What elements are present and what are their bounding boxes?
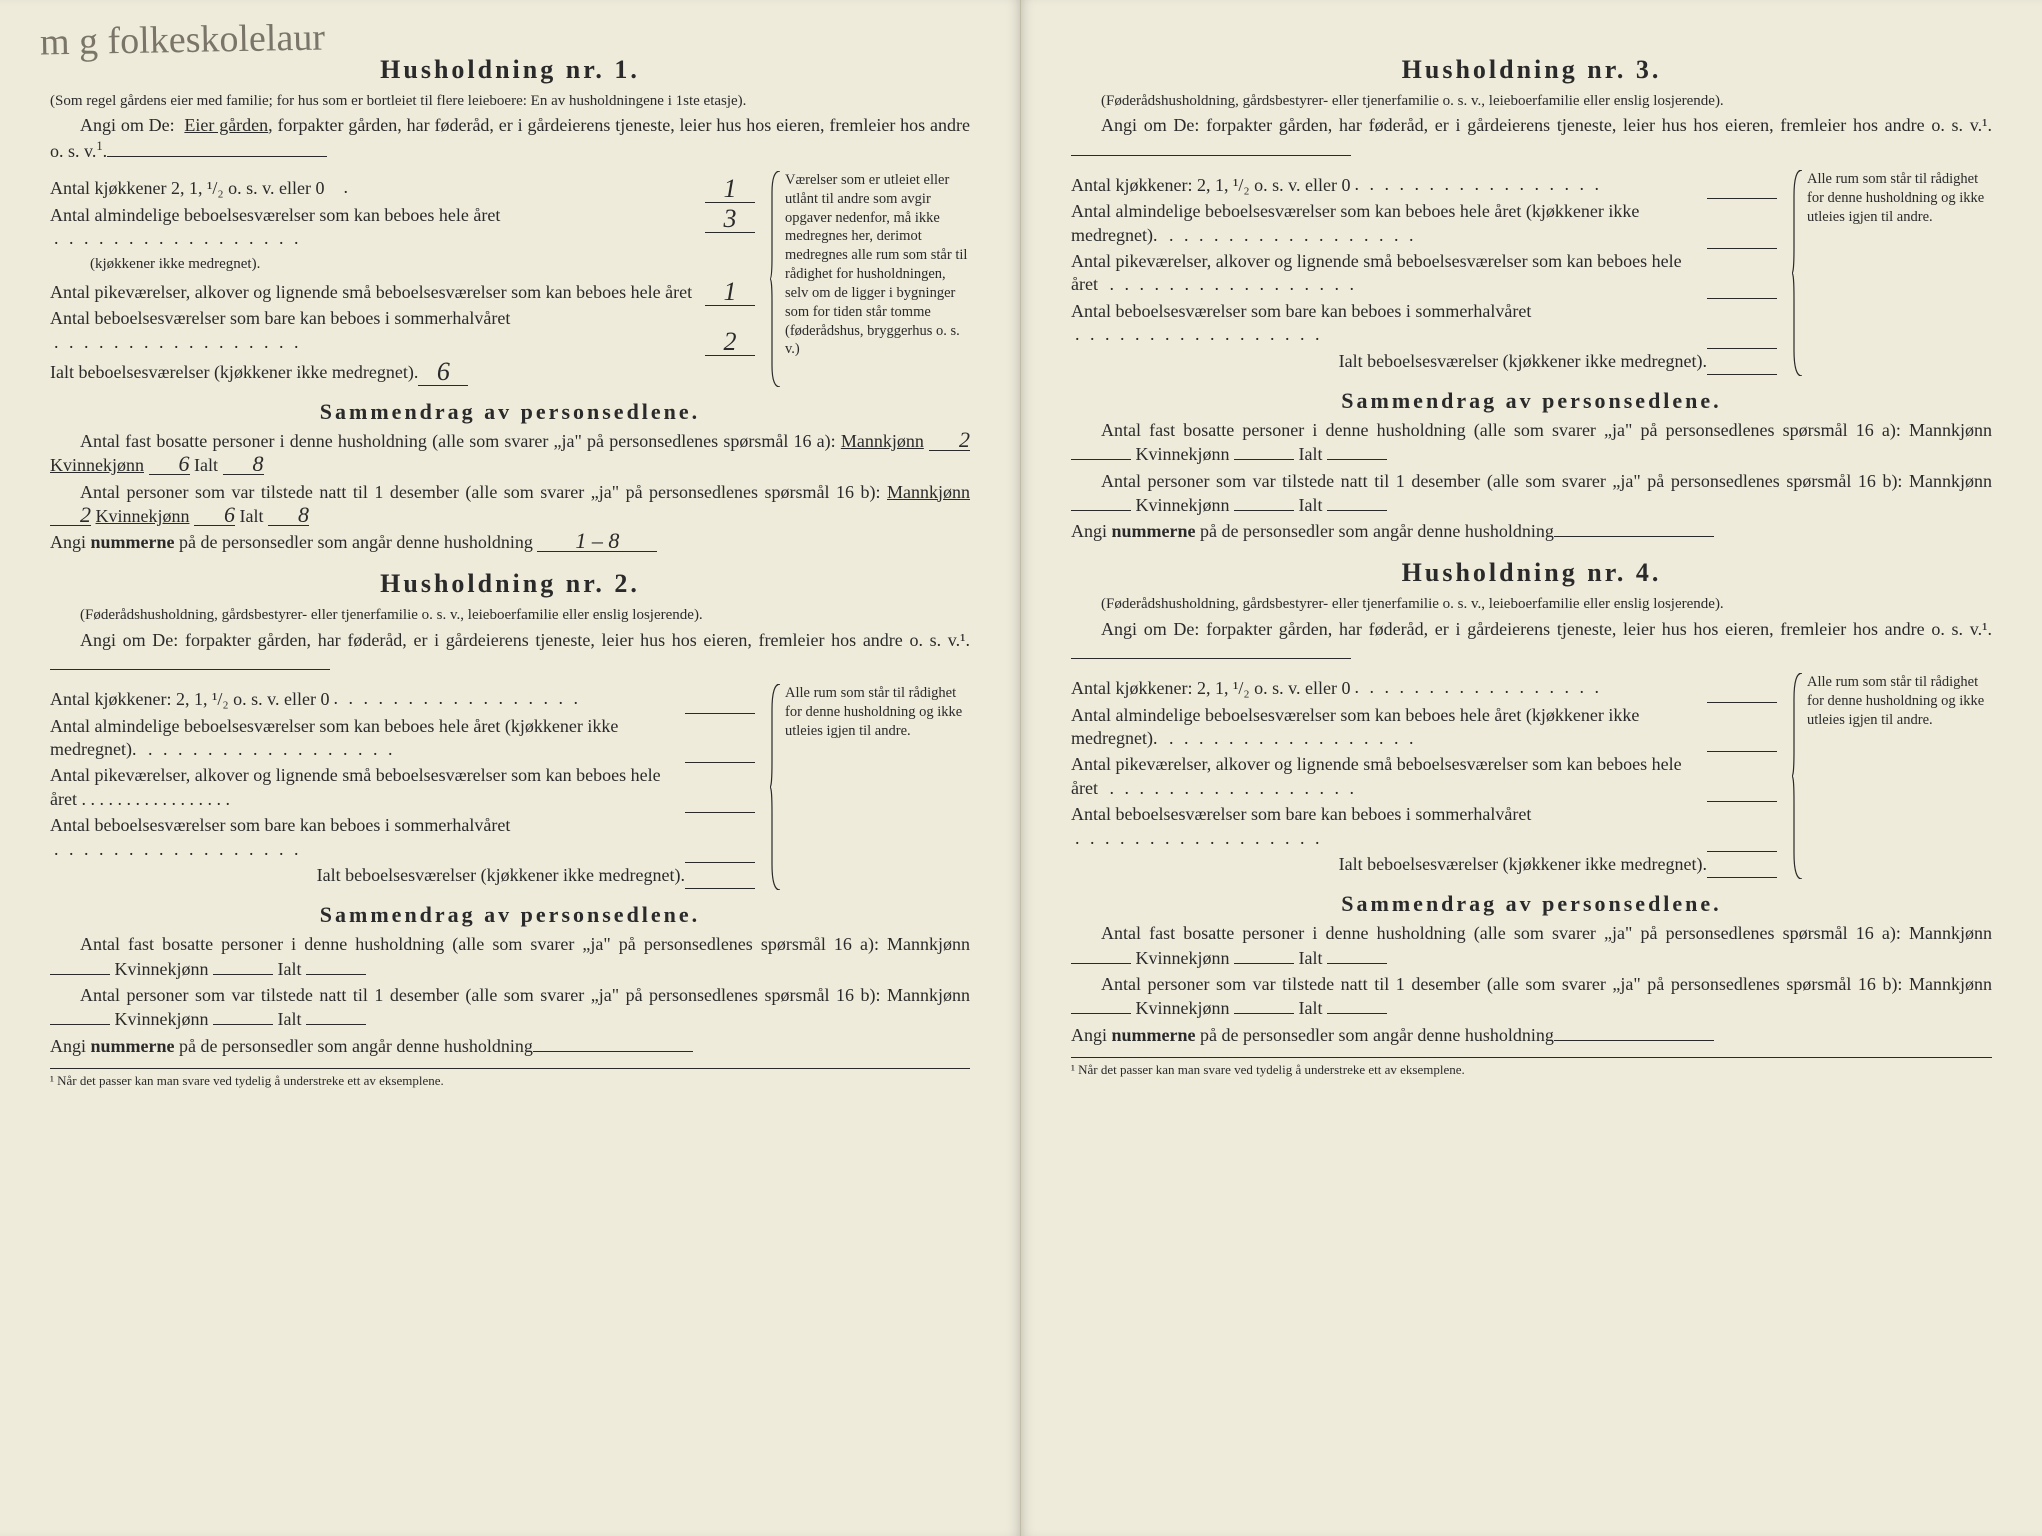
sammendrag-1-title: Sammendrag av personsedlene. bbox=[50, 399, 970, 425]
sammendrag-1-16b: Antal personer som var tilstede natt til… bbox=[50, 480, 970, 529]
field-kitchens-value: 1 bbox=[705, 176, 755, 203]
field-kitchens-3: Antal kjøkkener: 2, 1, ¹/₂ o. s. v. elle… bbox=[1071, 173, 1777, 197]
brace-icon bbox=[1792, 170, 1804, 376]
nummer-3: Angi nummerne på de personsedler som ang… bbox=[1071, 519, 1992, 543]
household-3-intro: (Føderådshusholdning, gårdsbestyrer- ell… bbox=[1071, 91, 1992, 111]
household-1-fields-block: Antal kjøkkener 2, 1, ¹/₂ o. s. v. eller… bbox=[50, 171, 970, 387]
sammendrag-3-title: Sammendrag av personsedlene. bbox=[1071, 388, 1992, 414]
field-sommer-value: 2 bbox=[705, 329, 755, 356]
field-ialt-label: Ialt beboelsesværelser (kjøkkener ikke m… bbox=[50, 361, 418, 384]
field-sommer-label: Antal beboelsesværelser som bare kan beb… bbox=[50, 308, 510, 328]
household-2-angi: Angi om De: forpakter gården, har føderå… bbox=[50, 628, 970, 677]
household-4-fields-block: Antal kjøkkener: 2, 1, ¹/₂ o. s. v. elle… bbox=[1071, 673, 1992, 879]
household-2-intro: (Føderådshusholdning, gårdsbestyrer- ell… bbox=[50, 605, 970, 625]
nummer-1: Angi nummerne på de personsedler som ang… bbox=[50, 530, 970, 554]
field-pike-label: Antal pikeværelser, alkover og lignende … bbox=[50, 281, 705, 304]
sammendrag-2-16b: Antal personer som var tilstede natt til… bbox=[50, 983, 970, 1032]
field-pike-2: Antal pikeværelser, alkover og lignende … bbox=[50, 764, 755, 811]
household-2-title: Husholdning nr. 2. bbox=[50, 569, 970, 599]
household-1-angi: Angi om De: Eier gården, forpakter gårde… bbox=[50, 113, 970, 163]
side-note-2: Alle rum som står til rådighet for denne… bbox=[770, 684, 970, 890]
household-2-fields-block: Antal kjøkkener: 2, 1, ¹/₂ o. s. v. elle… bbox=[50, 684, 970, 890]
sammendrag-4-16b: Antal personer som var tilstede natt til… bbox=[1071, 972, 1992, 1021]
nummer-2: Angi nummerne på de personsedler som ang… bbox=[50, 1034, 970, 1058]
sammendrag-4-16a: Antal fast bosatte personer i denne hush… bbox=[1071, 921, 1992, 970]
field-rooms-year-sublabel: (kjøkkener ikke medregnet). bbox=[90, 256, 260, 272]
field-sommer-4: Antal beboelsesværelser som bare kan beb… bbox=[1071, 803, 1777, 850]
field-kitchens: Antal kjøkkener 2, 1, ¹/₂ o. s. v. eller… bbox=[50, 174, 755, 201]
field-rooms-year: Antal almindelige beboelsesværelser som … bbox=[50, 204, 755, 274]
page-right: Husholdning nr. 3. (Føderådshusholdning,… bbox=[1021, 0, 2042, 1536]
document-spread: m g folkeskolelaur Husholdning nr. 1. (S… bbox=[0, 0, 2042, 1536]
field-rooms-year-label: Antal almindelige beboelsesværelser som … bbox=[50, 205, 500, 225]
field-rooms-year-value: 3 bbox=[705, 206, 755, 233]
household-4-angi: Angi om De: forpakter gården, har føderå… bbox=[1071, 617, 1992, 666]
sammendrag-2-title: Sammendrag av personsedlene. bbox=[50, 902, 970, 928]
field-rooms-year-4: Antal almindelige beboelsesværelser som … bbox=[1071, 704, 1777, 751]
side-note-1: Værelser som er utleiet eller utlånt til… bbox=[770, 171, 970, 387]
dots: . bbox=[324, 176, 705, 200]
household-3-title: Husholdning nr. 3. bbox=[1071, 55, 1992, 85]
dots: . . . . . . . . . . . . . . . . . bbox=[50, 228, 306, 249]
side-note-3: Alle rum som står til rådighet for denne… bbox=[1792, 170, 1992, 376]
field-pike: Antal pikeværelser, alkover og lignende … bbox=[50, 277, 755, 304]
sammendrag-3-16b: Antal personer som var tilstede natt til… bbox=[1071, 469, 1992, 518]
field-pike-4: Antal pikeværelser, alkover og lignende … bbox=[1071, 753, 1777, 800]
field-ialt-value: 6 bbox=[418, 359, 468, 386]
household-1-intro: (Som regel gårdens eier med familie; for… bbox=[50, 91, 970, 111]
side-note-4: Alle rum som står til rådighet for denne… bbox=[1792, 673, 1992, 879]
sammendrag-4-title: Sammendrag av personsedlene. bbox=[1071, 891, 1992, 917]
field-ialt: Ialt beboelsesværelser (kjøkkener ikke m… bbox=[50, 357, 755, 384]
household-3-fields-block: Antal kjøkkener: 2, 1, ¹/₂ o. s. v. elle… bbox=[1071, 170, 1992, 376]
field-kitchens-label: Antal kjøkkener 2, 1, ¹/₂ o. s. v. eller… bbox=[50, 177, 324, 200]
field-ialt-4: Ialt beboelsesværelser (kjøkkener ikke m… bbox=[1071, 853, 1777, 876]
nummer-4: Angi nummerne på de personsedler som ang… bbox=[1071, 1023, 1992, 1047]
household-4-title: Husholdning nr. 4. bbox=[1071, 558, 1992, 588]
brace-icon bbox=[1792, 673, 1804, 879]
sammendrag-3-16a: Antal fast bosatte personer i denne hush… bbox=[1071, 418, 1992, 467]
page-left: m g folkeskolelaur Husholdning nr. 1. (S… bbox=[0, 0, 1021, 1536]
handwritten-annotation: m g folkeskolelaur bbox=[40, 16, 326, 65]
field-ialt-2: Ialt beboelsesværelser (kjøkkener ikke m… bbox=[50, 864, 755, 887]
footnote-right: ¹ Når det passer kan man svare ved tydel… bbox=[1071, 1057, 1992, 1078]
field-pike-3: Antal pikeværelser, alkover og lignende … bbox=[1071, 250, 1777, 297]
field-ialt-3: Ialt beboelsesværelser (kjøkkener ikke m… bbox=[1071, 350, 1777, 373]
dots: . . . . . . . . . . . . . . . . . bbox=[50, 332, 306, 353]
field-sommer-2: Antal beboelsesværelser som bare kan beb… bbox=[50, 814, 755, 861]
brace-icon bbox=[770, 684, 782, 890]
field-rooms-year-2: Antal almindelige beboelsesværelser som … bbox=[50, 715, 755, 762]
field-sommer: Antal beboelsesværelser som bare kan beb… bbox=[50, 307, 755, 354]
sammendrag-2-16a: Antal fast bosatte personer i denne hush… bbox=[50, 932, 970, 981]
field-sommer-3: Antal beboelsesværelser som bare kan beb… bbox=[1071, 300, 1777, 347]
household-3-angi: Angi om De: forpakter gården, har føderå… bbox=[1071, 113, 1992, 162]
field-kitchens-4: Antal kjøkkener: 2, 1, ¹/₂ o. s. v. elle… bbox=[1071, 676, 1777, 700]
field-rooms-year-3: Antal almindelige beboelsesværelser som … bbox=[1071, 200, 1777, 247]
field-kitchens-2: Antal kjøkkener: 2, 1, ¹/₂ o. s. v. elle… bbox=[50, 687, 755, 711]
sammendrag-1-16a: Antal fast bosatte personer i denne hush… bbox=[50, 429, 970, 478]
brace-icon bbox=[770, 171, 782, 387]
household-4-intro: (Føderådshusholdning, gårdsbestyrer- ell… bbox=[1071, 594, 1992, 614]
field-pike-value: 1 bbox=[705, 279, 755, 306]
footnote-left: ¹ Når det passer kan man svare ved tydel… bbox=[50, 1068, 970, 1089]
